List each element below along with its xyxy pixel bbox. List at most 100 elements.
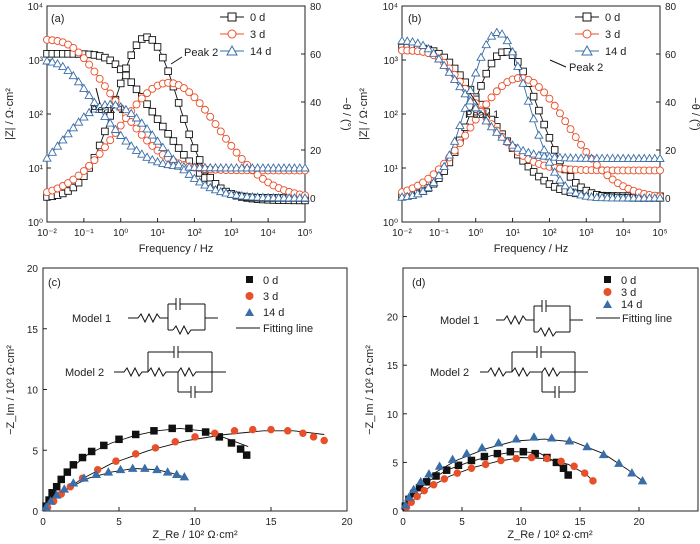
- phase-point-14d: [105, 99, 115, 108]
- legend-14d-label: 14 d: [250, 46, 271, 58]
- phase-point-14d: [158, 142, 168, 151]
- panel-c-legend: 0 d 3 d 14 d Fitting line: [236, 275, 313, 335]
- modulus-point-0d: [169, 137, 178, 145]
- phase-point-14d: [79, 112, 89, 121]
- modulus-point-0d: [148, 107, 157, 116]
- panel-a-peak2: Peak 2: [184, 47, 218, 59]
- phase-point-3d: [466, 123, 475, 132]
- modulus-point-0d: [524, 162, 533, 171]
- phase-point-3d: [550, 101, 559, 110]
- phase-point-14d: [455, 120, 465, 129]
- panel-c: (c) Z_Re / 10² Ω·cm² −Z_Im / 10² Ω·cm² 0…: [5, 264, 353, 541]
- x-tick-label: 10²: [187, 228, 202, 239]
- phase-point-3d: [492, 87, 501, 96]
- y-tick-label: 15: [387, 361, 399, 372]
- phase-point-0d: [477, 82, 485, 90]
- data-point-0d: [215, 433, 224, 441]
- phase-point-3d: [419, 178, 428, 187]
- data-point-0d: [519, 447, 528, 456]
- x-tick-label: 10¹: [150, 228, 165, 239]
- x-tick-label: 5: [116, 517, 122, 528]
- modulus-point-14d: [513, 143, 523, 152]
- modulus-point-14d: [413, 38, 423, 47]
- phase-point-3d: [85, 161, 94, 170]
- data-point-0d: [564, 471, 572, 479]
- modulus-point-14d: [528, 149, 539, 158]
- data-point-3d: [481, 460, 490, 469]
- phase-point-14d: [68, 122, 79, 132]
- phase-point-14d: [63, 128, 73, 138]
- x-tick-label: 10⁻²: [392, 228, 412, 239]
- data-point-3d: [151, 444, 160, 452]
- data-point-14d: [51, 490, 62, 499]
- data-point-14d: [127, 463, 138, 472]
- modulus-point-3d: [90, 67, 99, 76]
- data-point-0d: [115, 435, 123, 444]
- phase-point-14d: [42, 153, 52, 162]
- modulus-point-0d: [143, 100, 151, 108]
- panel-b-ylabel-left: |Z| / Ω·cm²: [358, 88, 370, 140]
- data-point-14d: [115, 464, 126, 474]
- legend-14d-marker: [575, 44, 599, 56]
- panel-d-model1-label: Model 1: [440, 315, 479, 327]
- phase-point-3d: [577, 140, 585, 149]
- data-point-3d: [191, 433, 199, 441]
- modulus-point-14d: [121, 136, 131, 145]
- data-point-14d: [434, 461, 445, 470]
- phase-point-14d: [481, 39, 492, 49]
- modulus-point-14d: [47, 57, 58, 66]
- data-point-0d: [131, 430, 140, 439]
- yr-tick-label: 40: [665, 98, 677, 109]
- yr-tick-label: 60: [310, 50, 322, 61]
- y-tick-label: 10⁴: [28, 2, 43, 13]
- phase-point-14d: [210, 184, 221, 194]
- legend-14d-label: 14 d: [621, 299, 642, 311]
- panel-d-label: (d): [412, 277, 425, 289]
- phase-point-0d: [190, 144, 199, 152]
- modulus-point-0d: [132, 85, 141, 94]
- phase-point-14d: [444, 150, 455, 159]
- phase-point-14d: [449, 136, 460, 145]
- y-tick-label: 5: [392, 458, 398, 469]
- phase-point-3d: [137, 94, 146, 103]
- fitting-line-3d: [42, 430, 325, 512]
- legend-0d-label: 0 d: [263, 275, 278, 287]
- y-tick-label: 10³: [384, 56, 399, 67]
- modulus-point-3d: [79, 54, 88, 63]
- phase-point-3d: [482, 100, 491, 109]
- x-tick-label: 5: [459, 517, 465, 528]
- modulus-point-3d: [100, 82, 109, 91]
- phase-point-14d: [570, 188, 581, 197]
- panel-a-label: (a): [51, 13, 64, 25]
- data-point-3d: [512, 454, 521, 463]
- modulus-point-14d: [497, 132, 507, 141]
- modulus-point-0d: [180, 151, 188, 159]
- panel-b-peak1: Peak 1: [465, 109, 499, 121]
- phase-point-3d: [116, 121, 125, 130]
- y-tick-label: 15: [27, 325, 39, 336]
- phase-point-14d: [581, 191, 592, 200]
- phase-point-3d: [132, 100, 141, 109]
- x-tick-label: 10⁵: [652, 228, 667, 239]
- phase-point-14d: [586, 192, 597, 201]
- phase-point-14d: [58, 135, 68, 144]
- modulus-point-3d: [74, 48, 83, 57]
- data-point-3d: [467, 464, 476, 472]
- y-tick-label: 10: [27, 386, 39, 397]
- phase-point-3d: [90, 156, 99, 165]
- phase-point-3d: [179, 84, 188, 93]
- phase-point-3d: [206, 112, 215, 121]
- data-point-14d: [637, 475, 648, 485]
- modulus-point-14d: [470, 102, 481, 112]
- phase-point-0d: [572, 179, 580, 187]
- peak1-arrow: [469, 92, 479, 106]
- modulus-point-14d: [163, 159, 173, 169]
- x-tick-label: 10¹: [505, 228, 520, 239]
- data-point-0d: [480, 452, 489, 461]
- panel-b: (b) Frequency / Hz |Z| / Ω·cm² −θ / (°) …: [358, 2, 700, 255]
- data-point-0d: [559, 464, 568, 472]
- data-point-14d: [162, 467, 173, 476]
- y-tick-label: 0: [32, 507, 38, 518]
- phase-point-14d: [200, 180, 210, 189]
- modulus-point-0d: [164, 130, 172, 138]
